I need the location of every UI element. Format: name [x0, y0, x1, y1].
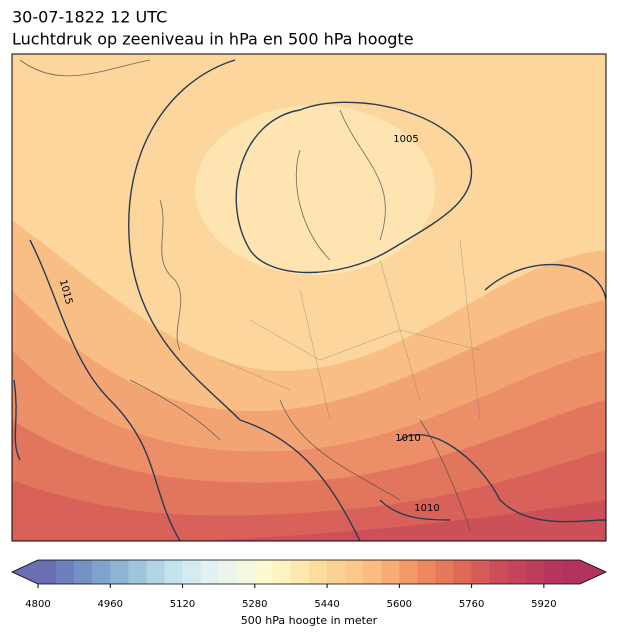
colorbar-bin: [489, 560, 509, 584]
colorbar-bin: [56, 560, 75, 584]
contour-label: 1010: [395, 433, 420, 444]
contour-label: 1010: [414, 503, 439, 514]
colorbar-frame: [11, 559, 607, 585]
colorbar-label: 500 hPa hoogte in meter: [241, 614, 378, 627]
colorbar-bin: [363, 560, 382, 584]
colorbar-bin: [561, 560, 581, 584]
colorbar-bin: [38, 560, 57, 584]
colorbar-bin: [290, 560, 310, 584]
colorbar-bin: [236, 560, 256, 584]
colorbar-bin: [309, 560, 328, 584]
colorbar-bin: [327, 560, 346, 584]
colorbar-bin: [435, 560, 455, 584]
colorbar-bin: [381, 560, 400, 584]
colorbar-extend-low: [12, 560, 38, 584]
colorbar: 4800 4960 5120 5280 5440 5600 5760 5920: [11, 559, 607, 610]
colorbar-extend-high: [580, 560, 606, 584]
colorbar-tick-label: 5120: [170, 599, 195, 610]
colorbar-bin: [543, 560, 563, 584]
colorbar-bin: [417, 560, 436, 584]
title: 30-07-1822 12 UTC: [12, 8, 167, 27]
colorbar-tick-label: 4960: [98, 599, 123, 610]
colorbar-bin: [525, 560, 545, 584]
colorbar-tick-label: 5600: [387, 599, 412, 610]
colorbar-tick-label: 5280: [242, 599, 267, 610]
colorbar-tick-label: 5440: [314, 599, 339, 610]
colorbar-bin: [74, 560, 93, 584]
colorbar-bin: [128, 560, 147, 584]
colorbar-bin: [146, 560, 165, 584]
colorbar-bin: [254, 560, 274, 584]
colorbar-bin: [272, 560, 292, 584]
colorbar-bin: [200, 560, 220, 584]
colorbar-tick-label: 5760: [459, 599, 484, 610]
colorbar-tick-label: 4800: [25, 599, 50, 610]
colorbar-bin: [507, 560, 527, 584]
colorbar-bin: [218, 560, 238, 584]
map: 1015 1005 1010 1010: [12, 54, 606, 541]
colorbar-bin: [399, 560, 418, 584]
map-frame: [11, 53, 607, 542]
colorbar-bin: [92, 560, 111, 584]
colorbar-bin: [345, 560, 364, 584]
colorbar-bin: [164, 560, 184, 584]
colorbar-tick-label: 5920: [531, 599, 556, 610]
colorbar-bin: [453, 560, 473, 584]
subtitle: Luchtdruk op zeeniveau in hPa en 500 hPa…: [12, 30, 414, 49]
colorbar-bin: [471, 560, 491, 584]
colorbar-bin: [182, 560, 202, 584]
contour-label: 1005: [393, 134, 418, 145]
colorbar-bin: [110, 560, 129, 584]
